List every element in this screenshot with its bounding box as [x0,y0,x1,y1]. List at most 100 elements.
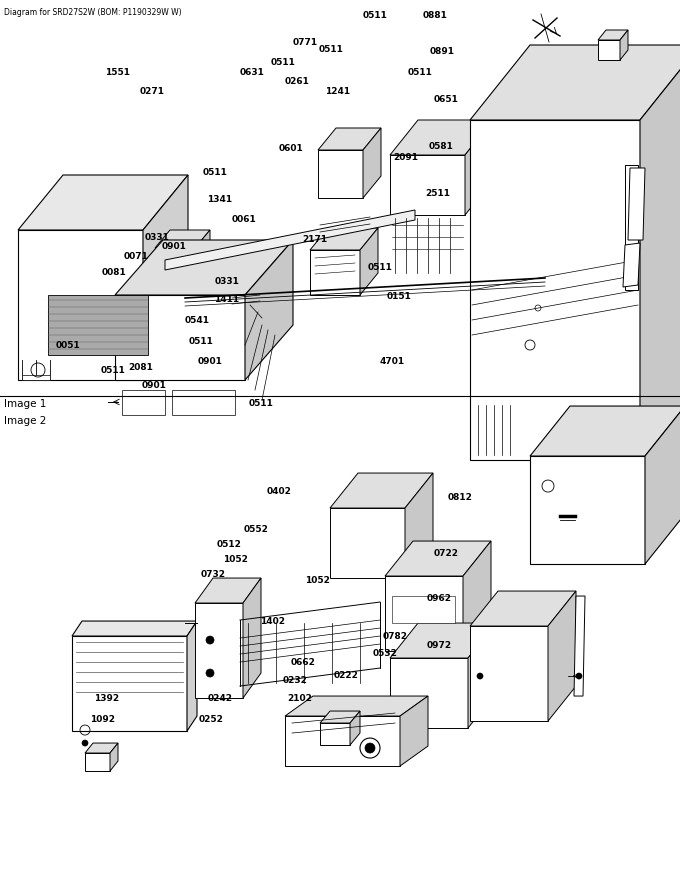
Text: 0242: 0242 [207,694,233,703]
Polygon shape [363,128,381,198]
Circle shape [477,673,483,679]
Polygon shape [110,743,118,771]
Text: 1092: 1092 [90,715,115,724]
Text: 0812: 0812 [447,494,473,502]
Polygon shape [530,406,680,456]
Text: 0071: 0071 [124,253,149,261]
Text: 2102: 2102 [287,694,312,703]
Polygon shape [228,278,266,310]
Text: 0581: 0581 [428,142,454,151]
Polygon shape [385,576,463,651]
Text: 0771: 0771 [292,38,318,47]
Polygon shape [623,243,640,287]
Text: 2091: 2091 [393,153,418,162]
Text: 1052: 1052 [305,576,330,585]
Text: 0901: 0901 [141,381,167,390]
Text: 2511: 2511 [425,189,450,198]
Circle shape [206,669,214,677]
Polygon shape [400,696,428,766]
Polygon shape [320,711,360,723]
Text: 0511: 0511 [367,263,392,272]
Polygon shape [318,128,381,150]
Text: 0891: 0891 [430,47,455,56]
Polygon shape [85,753,110,771]
Text: 1411: 1411 [214,295,239,304]
Polygon shape [115,295,245,380]
Text: 0901: 0901 [197,357,222,366]
Text: 0151: 0151 [386,292,411,301]
Text: 0972: 0972 [427,641,452,649]
Text: 0271: 0271 [139,87,165,96]
Polygon shape [620,30,628,60]
Text: 0651: 0651 [434,95,459,104]
Polygon shape [165,210,415,270]
Text: 1341: 1341 [207,195,233,204]
Polygon shape [463,541,491,651]
Polygon shape [195,230,210,278]
Text: 0331: 0331 [214,277,239,286]
Text: 0222: 0222 [333,671,358,680]
Polygon shape [470,120,640,460]
Text: Diagram for SRD27S2W (BOM: P1190329W W): Diagram for SRD27S2W (BOM: P1190329W W) [4,8,182,17]
Text: 0662: 0662 [291,658,316,667]
Polygon shape [143,175,188,380]
Polygon shape [468,623,496,728]
Polygon shape [390,120,493,155]
Polygon shape [330,473,433,508]
Polygon shape [320,723,350,745]
Text: 0051: 0051 [56,341,80,350]
Polygon shape [385,541,491,576]
Polygon shape [390,623,496,658]
Polygon shape [628,168,645,240]
Text: Image 1: Image 1 [4,399,46,409]
Polygon shape [245,240,293,380]
Polygon shape [598,30,628,40]
Text: 0631: 0631 [240,68,265,77]
Text: 1551: 1551 [105,68,131,77]
Polygon shape [645,406,680,564]
Polygon shape [187,621,197,731]
Polygon shape [122,390,165,415]
Polygon shape [48,295,148,355]
Text: 0511: 0511 [271,58,296,66]
Text: 0511: 0511 [189,337,214,346]
Text: 0061: 0061 [231,215,256,224]
Polygon shape [115,240,293,295]
Text: 0722: 0722 [434,549,459,558]
Text: 0252: 0252 [199,715,224,724]
Text: 0782: 0782 [382,632,407,641]
Text: 0331: 0331 [144,233,169,242]
Polygon shape [574,596,585,696]
Text: 0081: 0081 [102,268,126,277]
Text: 0261: 0261 [284,77,309,86]
Polygon shape [470,626,548,721]
Polygon shape [470,45,680,120]
Text: 0881: 0881 [423,12,448,20]
Circle shape [206,636,214,644]
Polygon shape [228,261,280,278]
Text: Image 2: Image 2 [4,416,46,426]
Polygon shape [405,473,433,578]
Polygon shape [318,150,363,198]
Text: 2081: 2081 [128,363,153,372]
Polygon shape [390,658,468,728]
Text: 0511: 0511 [318,45,343,54]
Polygon shape [640,45,680,460]
Polygon shape [392,596,455,623]
Text: 0532: 0532 [373,649,398,658]
Polygon shape [266,261,280,310]
Text: 0511: 0511 [101,366,126,375]
Text: 0962: 0962 [427,594,452,602]
Polygon shape [310,228,378,250]
Text: 1392: 1392 [94,694,119,703]
Text: 0601: 0601 [279,144,303,153]
Polygon shape [548,591,576,721]
Polygon shape [18,175,188,230]
Polygon shape [350,711,360,745]
Polygon shape [285,716,400,766]
Text: 0901: 0901 [162,242,187,251]
Text: 0732: 0732 [201,570,226,579]
Polygon shape [172,390,235,415]
Polygon shape [390,155,465,215]
Text: 0511: 0511 [408,68,433,77]
